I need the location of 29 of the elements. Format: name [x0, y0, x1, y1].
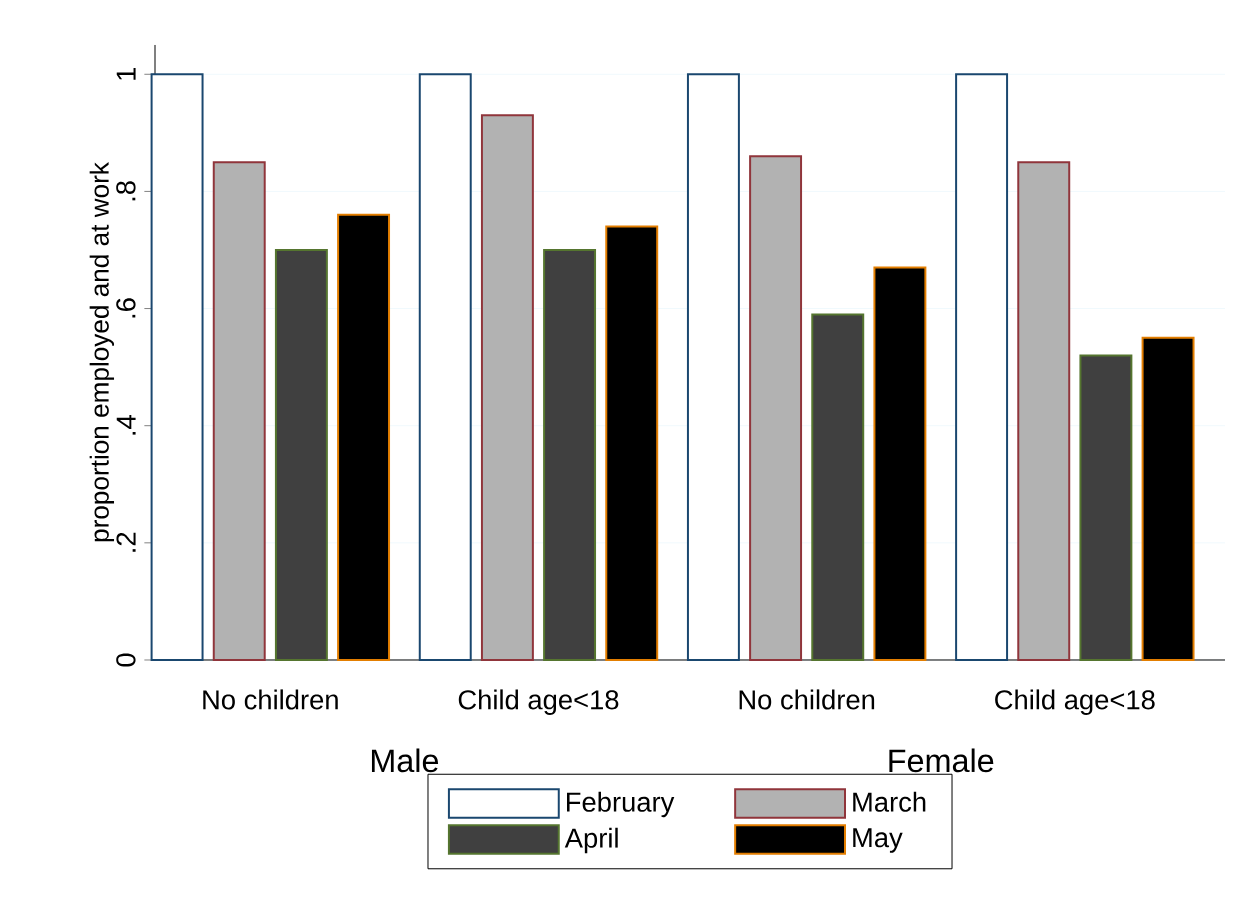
y-tick-label: .8	[116, 181, 136, 201]
legend-label: May	[853, 828, 903, 853]
y-axis-title: proportion employed and at work	[89, 162, 115, 542]
y-tick-label: 1	[116, 67, 136, 80]
text: Female	[889, 748, 994, 773]
legend-label: February	[567, 791, 675, 818]
bar	[811, 313, 865, 661]
bar	[274, 248, 328, 661]
x-tick-label: Child age<18	[458, 689, 619, 715]
bar	[955, 73, 1009, 661]
y-tick-label: .2	[116, 532, 136, 552]
x-tick-label: No children	[203, 689, 338, 710]
bar	[543, 248, 597, 661]
bar	[212, 161, 266, 661]
y-tick-label: .4	[116, 415, 136, 435]
text: Male	[371, 748, 439, 773]
bar	[150, 73, 204, 661]
legend-label: March	[853, 791, 926, 812]
legend-label: April	[564, 827, 618, 854]
bar	[686, 73, 740, 661]
x-tick-label: No children	[739, 689, 875, 710]
bar	[1017, 161, 1071, 661]
x-tick-label: Child age<18	[995, 689, 1155, 715]
bar	[1079, 354, 1133, 661]
y-tick-label: .6	[116, 298, 136, 318]
y-tick-label: 0	[116, 653, 136, 667]
bar	[418, 73, 472, 661]
bar	[480, 114, 534, 661]
bar	[749, 155, 803, 661]
